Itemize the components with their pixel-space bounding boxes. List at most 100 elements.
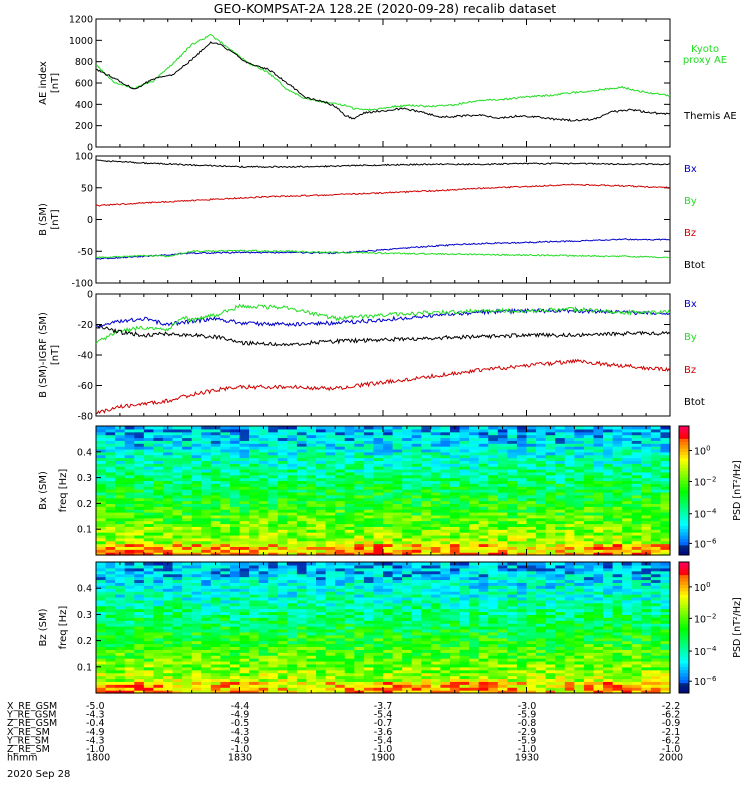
y-tick-label: 100 (75, 152, 93, 163)
series-line-bz (95, 358, 671, 415)
y-axis-label-part1: Bx (SM) (38, 471, 49, 510)
legend-kyoto-proxy-ae-line2: proxy AE (683, 55, 727, 66)
orbit-value: -1.0 (374, 744, 393, 755)
orbit-value: -4.4 (231, 701, 250, 712)
colorbar-tick-label: 100 (694, 581, 711, 594)
y-axis-label-part2: freq [Hz] (58, 606, 69, 650)
y-axis-label: B (SM) (38, 203, 49, 236)
date-label: 2020 Sep 28 (7, 769, 70, 780)
colorbar: 100 10−2 10−4 10−6 PSD [nT²/Hz] (678, 425, 743, 556)
colorbar-tick-label: 100 (694, 445, 711, 458)
orbit-value: -4.3 (86, 735, 105, 746)
colorbar-tick-label: 10−4 (694, 508, 717, 521)
y-tick-label: 0.2 (77, 636, 92, 647)
y-tick-label: -100 (71, 279, 93, 290)
y-tick-label: 800 (75, 57, 93, 68)
y-axis-unit: [nT] (50, 345, 61, 365)
orbit-value: 1930 (515, 753, 539, 764)
orbit-row-label: Y_RE_GSM (6, 710, 57, 721)
y-tick-label: 0.4 (77, 584, 92, 595)
y-tick-label: 0 (87, 143, 93, 154)
orbit-value: -5.4 (374, 735, 393, 746)
y-tick-label: 0 (87, 215, 93, 226)
orbit-value: -0.4 (86, 718, 105, 729)
legend-bx: Bx (684, 299, 697, 310)
colorbar-tick-label: 10−2 (694, 475, 716, 488)
orbit-value: -4.3 (86, 710, 105, 721)
orbit-value: 1800 (86, 753, 110, 764)
legend-bx: Bx (684, 164, 697, 175)
orbit-value: -0.5 (231, 718, 250, 729)
orbit-value: -5.4 (374, 710, 393, 721)
series-line-btot (95, 324, 671, 347)
orbit-row-label: Z_RE_GSM (7, 718, 57, 729)
y-tick-label: -20 (77, 320, 93, 331)
orbit-value: -6.2 (662, 735, 681, 746)
series-line-by (95, 303, 671, 344)
colorbar-label: PSD [nT²/Hz] (732, 460, 743, 520)
orbit-value: -4.9 (231, 735, 250, 746)
legend-btot: Btot (684, 260, 705, 271)
panel-5: 0.10.20.30.4Bz (SM) freq [Hz]10010−210−41… (38, 561, 743, 694)
legend-btot: Btot (684, 397, 705, 408)
y-axis-label: AE index (38, 61, 49, 105)
y-tick-label: 0.2 (77, 499, 92, 510)
legend-kyoto-proxy-ae-line1: Kyoto (691, 44, 719, 55)
y-axis-label-part2: freq [Hz] (58, 469, 69, 513)
y-tick-label: 1200 (69, 15, 93, 26)
orbit-value: -0.8 (518, 718, 537, 729)
orbit-value: -2.2 (662, 701, 681, 712)
colorbar-tick-label: 10−2 (694, 612, 716, 625)
y-tick-label: 0.1 (77, 662, 92, 673)
orbit-value: -1.0 (231, 744, 250, 755)
orbit-value: -5.9 (518, 710, 537, 721)
y-tick-label: 0.1 (77, 525, 92, 536)
orbit-value: -1.0 (86, 744, 105, 755)
orbit-table: X_RE_GSM -5.0 -4.4 -3.7 -3.0 -2.2 Y_RE_GSM -4.3… (6, 701, 683, 780)
series-line-kyoto-proxy-ae (95, 33, 671, 112)
orbit-value: -2.9 (518, 727, 537, 738)
panel-frame (95, 18, 671, 148)
y-tick-label: -80 (77, 412, 93, 423)
orbit-row-label: Y_RE_SM (6, 735, 49, 746)
orbit-value: -1.0 (662, 744, 681, 755)
y-axis-unit: [nT] (50, 73, 61, 93)
orbit-value: 2000 (659, 753, 683, 764)
y-axis-label: B (SM)-IGRF (SM) (38, 312, 49, 398)
panel-2: -100 -50 0 50 100 B (SM) [nT] Bx By Bz Btot (38, 152, 705, 290)
orbit-value: -4.9 (231, 710, 250, 721)
orbit-row-label: X_RE_SM (7, 727, 50, 738)
y-axis-unit: [nT] (50, 209, 61, 229)
orbit-value: -4.3 (231, 727, 250, 738)
legend: Bx By Bz Btot (684, 164, 705, 271)
orbit-row-label: Z_RE_SM (7, 744, 50, 755)
orbit-row-label: X_RE_GSM (7, 701, 57, 712)
orbit-value: -5.9 (518, 735, 537, 746)
y-tick-label: -50 (77, 247, 93, 258)
y-tick-label: 0.4 (77, 447, 92, 458)
orbit-value: -2.1 (662, 727, 681, 738)
orbit-row-label: hhmm (7, 753, 38, 764)
orbit-value: -3.0 (518, 701, 537, 712)
y-tick-label: 1000 (69, 36, 93, 47)
y-tick-label: 50 (81, 183, 93, 194)
legend-bz: Bz (684, 365, 696, 376)
orbit-value: -0.7 (374, 718, 393, 729)
legend-by: By (684, 332, 697, 343)
orbit-value: -6.2 (662, 710, 681, 721)
series-line-bz (95, 183, 671, 207)
series-line-by (95, 249, 671, 259)
figure-title: GEO-KOMPSAT-2A 128.2E (2020-09-28) recal… (214, 1, 557, 16)
orbit-value: -5.0 (86, 701, 105, 712)
orbit-value: -3.6 (374, 727, 393, 738)
colorbar: 100 10−2 10−4 10−6 PSD [nT²/Hz] (678, 561, 743, 694)
y-tick-label: 0.3 (77, 610, 92, 621)
colorbar-tick-label: 10−6 (694, 675, 717, 688)
y-axis-label-part1: Bz (SM) (38, 608, 49, 646)
orbit-value: -1.0 (518, 744, 537, 755)
orbit-value: -4.9 (86, 727, 105, 738)
spectrogram (96, 562, 671, 694)
